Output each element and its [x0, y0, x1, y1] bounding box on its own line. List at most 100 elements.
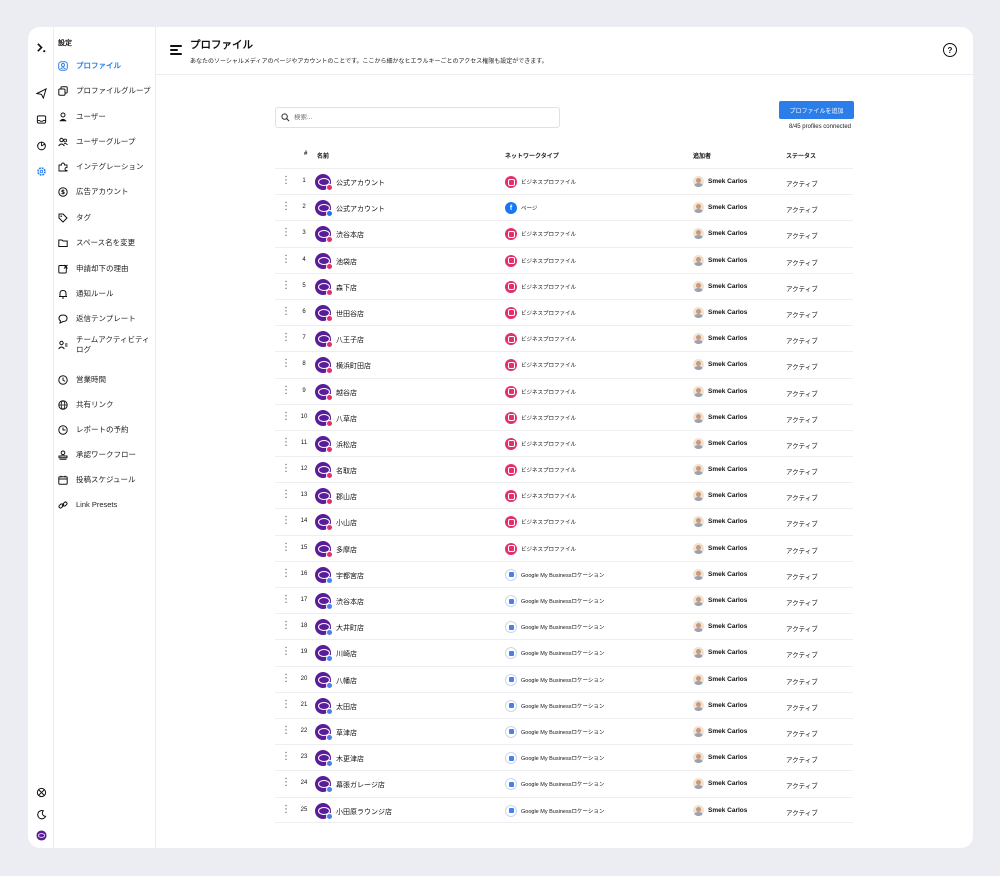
profile-name[interactable]: 小田原ラウンジ店	[336, 808, 392, 816]
profile-name[interactable]: 小山店	[336, 520, 357, 528]
table-row[interactable]: ⋮ 1 公式アカウント ビジネスプロファイル Smek Carlos アクティブ	[275, 168, 853, 194]
help-circle-icon[interactable]	[33, 784, 49, 800]
table-row[interactable]: ⋮ 6 世田谷店 ビジネスプロファイル Smek Carlos アクティブ	[275, 298, 853, 325]
sidebar-item-business-hours[interactable]: 営業時間	[58, 375, 156, 385]
profile-name[interactable]: 横浜町田店	[336, 363, 371, 371]
row-menu-icon[interactable]: ⋮	[281, 698, 291, 710]
account-avatar[interactable]	[33, 827, 49, 843]
sidebar-item-user-groups[interactable]: ユーザーグループ	[58, 137, 156, 147]
row-menu-icon[interactable]: ⋮	[281, 541, 291, 553]
profile-name[interactable]: 草津店	[336, 729, 357, 737]
sidebar-item-posting-schedule[interactable]: 投稿スケジュール	[58, 475, 156, 485]
table-row[interactable]: ⋮ 17 渋谷本店 Google My Businessロケーション Smek Carl…	[275, 587, 853, 613]
row-menu-icon[interactable]: ⋮	[281, 201, 291, 213]
profile-name[interactable]: 名取店	[336, 468, 357, 476]
profile-name[interactable]: 川崎店	[336, 651, 357, 659]
profile-name[interactable]: 渋谷本店	[336, 232, 364, 240]
row-menu-icon[interactable]: ⋮	[281, 724, 291, 736]
row-menu-icon[interactable]: ⋮	[281, 332, 291, 344]
row-menu-icon[interactable]: ⋮	[281, 620, 291, 632]
column-header-name[interactable]: 名前	[317, 154, 330, 160]
row-menu-icon[interactable]: ⋮	[281, 567, 291, 579]
row-menu-icon[interactable]: ⋮	[281, 751, 291, 763]
table-row[interactable]: ⋮ 20 八幡店 Google My Businessロケーション Smek Carlo…	[275, 665, 853, 692]
table-row[interactable]: ⋮ 18 大井町店 Google My Businessロケーション Smek Carl…	[275, 613, 853, 639]
dark-mode-moon-icon[interactable]	[33, 806, 49, 822]
row-menu-icon[interactable]: ⋮	[281, 175, 291, 186]
profile-name[interactable]: 八草店	[336, 415, 357, 423]
profile-name[interactable]: 公式アカウント	[336, 180, 385, 187]
row-menu-icon[interactable]: ⋮	[281, 463, 291, 475]
sidebar-item-tags[interactable]: タグ	[58, 213, 156, 223]
table-row[interactable]: ⋮ 10 八草店 ビジネスプロファイル Smek Carlos アクティブ	[275, 403, 853, 430]
profile-name[interactable]: 浜松店	[336, 441, 357, 449]
profile-name[interactable]: 多摩店	[336, 546, 357, 554]
logo-icon[interactable]	[33, 39, 49, 55]
column-header-network[interactable]: ネットワークタイプ	[505, 154, 559, 160]
row-menu-icon[interactable]: ⋮	[281, 594, 291, 605]
profile-name[interactable]: 大井町店	[336, 625, 364, 633]
table-row[interactable]: ⋮ 25 小田原ラウンジ店 Google My Businessロケーション Smek …	[275, 796, 853, 823]
settings-gear-icon[interactable]	[33, 163, 49, 179]
help-icon[interactable]: ?	[943, 43, 957, 57]
table-row[interactable]: ⋮ 16 宇都宮店 Google My Businessロケーション Smek Carl…	[275, 560, 853, 587]
table-row[interactable]: ⋮ 2 公式アカウント f ページ Smek Carlos アクティブ	[275, 194, 853, 220]
sidebar-item-notification-rules[interactable]: 通知ルール	[58, 289, 156, 299]
sidebar-item-shared-links[interactable]: 共有リンク	[58, 400, 156, 410]
inbox-icon[interactable]	[33, 111, 49, 127]
table-row[interactable]: ⋮ 3 渋谷本店 ビジネスプロファイル Smek Carlos アクティブ	[275, 220, 853, 246]
row-menu-icon[interactable]: ⋮	[281, 305, 291, 317]
table-row[interactable]: ⋮ 7 八王子店 ビジネスプロファイル Smek Carlos アクティブ	[275, 325, 853, 351]
row-menu-icon[interactable]: ⋮	[281, 777, 291, 789]
row-menu-icon[interactable]: ⋮	[281, 646, 291, 658]
profile-name[interactable]: 太田店	[336, 703, 357, 711]
row-menu-icon[interactable]: ⋮	[281, 358, 291, 370]
menu-toggle-icon[interactable]	[170, 45, 182, 55]
table-row[interactable]: ⋮ 23 木更津店 Google My Businessロケーション Smek Carl…	[275, 744, 853, 770]
table-row[interactable]: ⋮ 24 幕張ガレージ店 Google My Businessロケーション Smek C…	[275, 770, 853, 796]
row-menu-icon[interactable]: ⋮	[281, 227, 291, 239]
sidebar-item-report-scheduling[interactable]: レポートの予約	[58, 425, 156, 435]
profile-name[interactable]: 公式アカウント	[336, 206, 385, 214]
profile-name[interactable]: 池袋店	[336, 258, 357, 266]
column-header-added-by[interactable]: 追加者	[693, 154, 712, 160]
row-menu-icon[interactable]: ⋮	[281, 253, 291, 265]
table-row[interactable]: ⋮ 21 太田店 Google My Businessロケーション Smek Carlo…	[275, 691, 853, 718]
profile-name[interactable]: 世田谷店	[336, 310, 364, 318]
sidebar-item-reply-templates[interactable]: 返信テンプレート	[58, 314, 156, 324]
row-menu-icon[interactable]: ⋮	[281, 436, 291, 448]
row-menu-icon[interactable]: ⋮	[281, 410, 291, 422]
row-menu-icon[interactable]: ⋮	[281, 489, 291, 501]
row-menu-icon[interactable]: ⋮	[281, 803, 291, 815]
table-row[interactable]: ⋮ 8 横浜町田店 ビジネスプロファイル Smek Carlos アクティブ	[275, 351, 853, 377]
sidebar-item-ad-accounts[interactable]: $ 広告アカウント	[58, 187, 156, 197]
table-row[interactable]: ⋮ 19 川崎店 Google My Businessロケーション Smek Carlo…	[275, 639, 853, 665]
sidebar-item-rename-space[interactable]: スペース名を変更	[58, 238, 156, 248]
table-row[interactable]: ⋮ 15 多摩店 ビジネスプロファイル Smek Carlos アクティブ	[275, 534, 853, 561]
profile-name[interactable]: 渋谷本店	[336, 599, 364, 606]
table-row[interactable]: ⋮ 9 越谷店 ビジネスプロファイル Smek Carlos アクティブ	[275, 377, 853, 404]
table-row[interactable]: ⋮ 14 小山店 ビジネスプロファイル Smek Carlos アクティブ	[275, 508, 853, 534]
sidebar-item-profile-groups[interactable]: プロファイルグループ	[58, 86, 156, 96]
search-input[interactable]	[294, 114, 544, 121]
sidebar-item-link-presets[interactable]: Link Presets	[58, 500, 156, 510]
profile-name[interactable]: 森下店	[336, 284, 357, 292]
sidebar-item-team-activity-log[interactable]: チームアクティビティログ	[58, 335, 156, 355]
profile-name[interactable]: 越谷店	[336, 389, 357, 397]
analytics-icon[interactable]	[33, 137, 49, 153]
profile-name[interactable]: 幕張ガレージ店	[336, 782, 385, 790]
row-menu-icon[interactable]: ⋮	[281, 672, 291, 684]
send-icon[interactable]	[33, 85, 49, 101]
profile-name[interactable]: 宇都宮店	[336, 572, 364, 580]
sidebar-item-users[interactable]: ユーザー	[58, 112, 156, 122]
table-row[interactable]: ⋮ 4 池袋店 ビジネスプロファイル Smek Carlos アクティブ	[275, 246, 853, 273]
table-row[interactable]: ⋮ 13 郡山店 ビジネスプロファイル Smek Carlos アクティブ	[275, 482, 853, 508]
sidebar-item-integrations[interactable]: インテグレーション	[58, 162, 156, 172]
table-row[interactable]: ⋮ 5 森下店 ビジネスプロファイル Smek Carlos アクティブ	[275, 272, 853, 299]
sidebar-item-approval-workflow[interactable]: 承認ワークフロー	[58, 450, 156, 460]
table-row[interactable]: ⋮ 11 浜松店 ビジネスプロファイル Smek Carlos アクティブ	[275, 429, 853, 456]
table-row[interactable]: ⋮ 12 名取店 ビジネスプロファイル Smek Carlos アクティブ	[275, 456, 853, 482]
profile-name[interactable]: 八幡店	[336, 677, 357, 685]
row-menu-icon[interactable]: ⋮	[281, 384, 291, 396]
profile-name[interactable]: 八王子店	[336, 337, 364, 345]
